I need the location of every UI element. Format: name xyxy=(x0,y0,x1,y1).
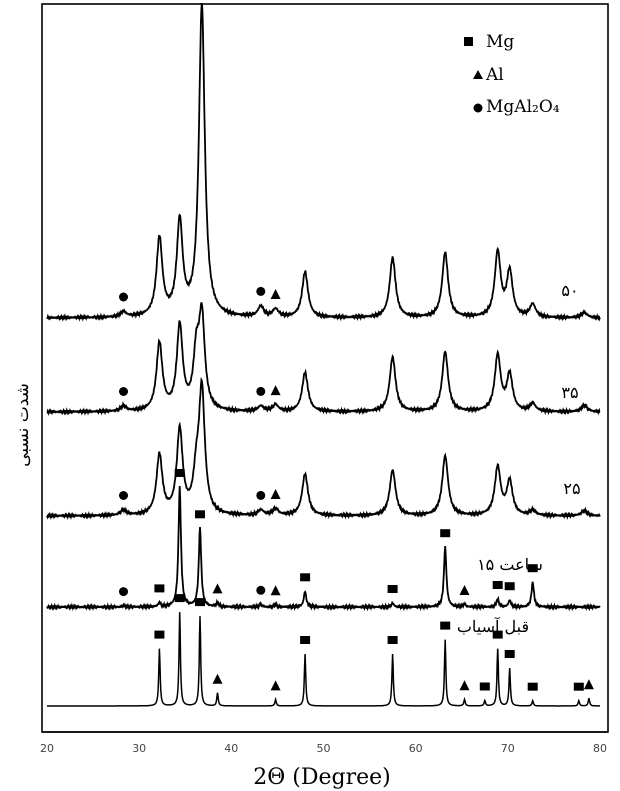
peak-marker-mg xyxy=(440,529,451,538)
legend-marker-spinel xyxy=(473,103,483,113)
peak-marker-mg xyxy=(387,585,398,593)
peak-marker-spinel xyxy=(119,491,128,500)
peak-marker-mg xyxy=(573,682,584,691)
peak-marker-mg xyxy=(527,682,538,691)
peak-marker-al xyxy=(459,585,470,595)
peak-marker-spinel xyxy=(119,587,128,597)
series-line xyxy=(46,485,601,612)
peak-marker-spinel xyxy=(256,286,266,296)
peak-marker-al xyxy=(212,673,223,684)
series-layer xyxy=(46,3,601,707)
peak-marker-al xyxy=(270,489,281,499)
series-line xyxy=(46,376,601,521)
peak-marker-spinel xyxy=(256,585,266,595)
series-line xyxy=(46,302,601,417)
peak-marker-al xyxy=(459,680,470,691)
peak-marker-mg xyxy=(492,630,503,639)
series-label: ۲۵ xyxy=(563,479,580,498)
series-line xyxy=(46,3,601,322)
legend-label-mg: Mg xyxy=(486,32,514,52)
x-axis-label: 2Θ (Degree) xyxy=(253,765,391,790)
x-tick-label: 80 xyxy=(593,742,607,755)
series-line xyxy=(47,612,600,707)
peak-marker-spinel xyxy=(119,292,128,302)
peak-marker-mg xyxy=(195,510,205,519)
series-label: ۵۰ xyxy=(561,281,578,300)
peak-marker-spinel xyxy=(256,386,266,396)
x-tick-label: 50 xyxy=(317,742,331,755)
peak-marker-mg xyxy=(504,650,515,658)
series-label-layer: قبل آسیاب ۱۵ ساعت ۲۵ ۳۵ ۵۰ xyxy=(457,281,581,636)
legend: Mg Al MgAl₂O₄ xyxy=(464,32,560,117)
peak-marker-mg xyxy=(195,598,205,607)
peak-marker-al xyxy=(270,289,281,299)
series-label: قبل آسیاب xyxy=(457,616,529,636)
legend-marker-mg xyxy=(464,37,473,46)
series-label: ۱۵ ساعت xyxy=(477,555,543,574)
peak-marker-al xyxy=(583,679,594,690)
x-tick-label: 30 xyxy=(132,742,146,755)
peak-marker-spinel xyxy=(119,387,128,396)
peak-marker-al xyxy=(270,385,281,396)
x-tick-label: 20 xyxy=(40,742,54,755)
x-tick-layer: 20 30 40 50 60 70 80 xyxy=(40,731,608,755)
peak-marker-al xyxy=(270,585,281,596)
peak-marker-mg xyxy=(387,636,398,644)
x-tick-label: 70 xyxy=(501,742,515,755)
phase-marker-layer xyxy=(119,286,594,691)
peak-marker-mg xyxy=(154,584,165,593)
legend-marker-al xyxy=(473,70,483,79)
peak-marker-mg xyxy=(174,469,185,477)
peak-marker-mg xyxy=(527,564,538,573)
peak-marker-mg xyxy=(174,594,185,603)
legend-label-spinel: MgAl₂O₄ xyxy=(486,97,560,117)
peak-marker-al xyxy=(212,583,223,594)
peak-marker-mg xyxy=(504,582,515,591)
peak-marker-mg xyxy=(479,682,490,691)
x-tick-label: 40 xyxy=(224,742,238,755)
peak-marker-mg xyxy=(492,581,503,589)
peak-marker-mg xyxy=(300,636,311,644)
series-label: ۳۵ xyxy=(561,383,578,402)
peak-marker-al xyxy=(270,680,281,691)
peak-marker-mg xyxy=(300,573,311,582)
x-tick-label: 60 xyxy=(409,742,423,755)
y-axis-label: شدت نسبی xyxy=(13,383,33,467)
peak-marker-mg xyxy=(154,630,165,639)
peak-marker-mg xyxy=(440,621,451,630)
legend-label-al: Al xyxy=(485,65,504,85)
peak-marker-spinel xyxy=(256,490,266,500)
